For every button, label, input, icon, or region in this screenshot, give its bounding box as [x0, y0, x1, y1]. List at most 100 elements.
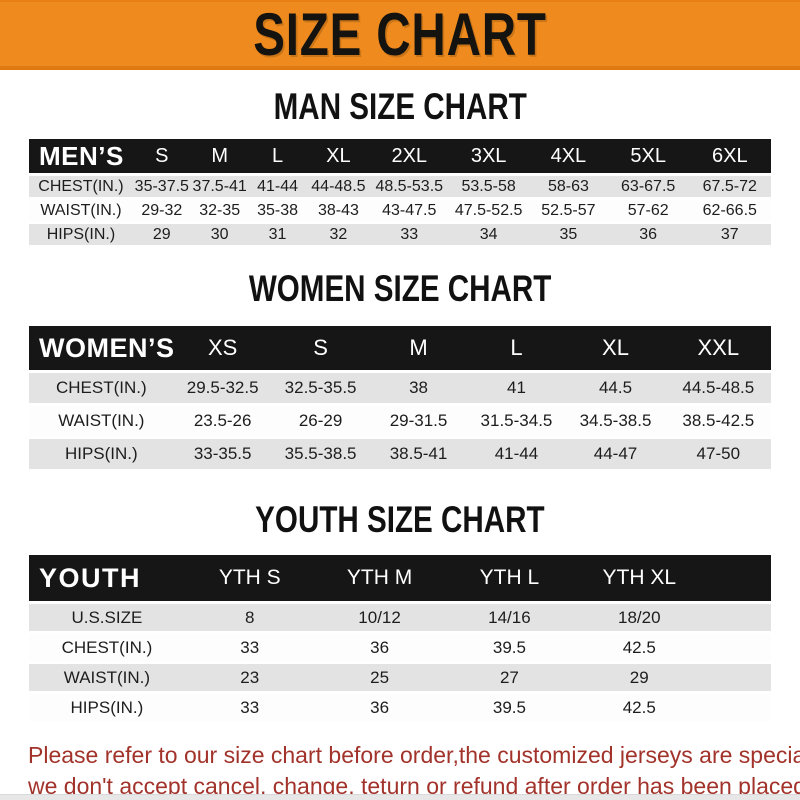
table-row: CHEST(IN.) 35-37.5 37.5-41 41-44 44-48.5 48.5…: [29, 176, 771, 197]
row-label: HIPS(IN.): [29, 224, 133, 245]
men-size-table: MEN’S S M L XL 2XL 3XL 4XL 5XL 6XL CHEST(IN.) 35-37…: [29, 136, 771, 248]
size-value: 44-47: [565, 439, 666, 469]
size-value: 47-50: [665, 439, 771, 469]
size-value: 29.5-32.5: [173, 373, 272, 403]
table-header-row: WOMEN’S XS S M L XL XXL: [29, 326, 771, 370]
size-value: 39.5: [444, 634, 575, 661]
size-value: 48.5-53.5: [370, 176, 449, 197]
size-column-header: YTH L: [444, 555, 575, 601]
size-value: 31: [248, 224, 307, 245]
size-value: 44.5-48.5: [665, 373, 771, 403]
size-column-header: S: [132, 139, 191, 173]
size-value: 18/20: [574, 604, 705, 631]
size-value: 38.5-41: [369, 439, 468, 469]
row-label: CHEST(IN.): [29, 373, 174, 403]
section-heading-youth-text: YOUTH SIZE CHART: [255, 499, 545, 540]
row-label: WAIST(IN.): [29, 200, 133, 221]
size-value: 41-44: [248, 176, 307, 197]
size-value: 34: [448, 224, 530, 245]
size-column-header: 4XL: [529, 139, 608, 173]
size-value: 53.5-58: [448, 176, 530, 197]
size-value: 57-62: [607, 200, 689, 221]
size-value: 41-44: [467, 439, 566, 469]
group-label-women: WOMEN’S: [29, 326, 174, 370]
row-filler-cell: [704, 634, 771, 661]
size-value: 33: [184, 634, 315, 661]
size-value: 63-67.5: [607, 176, 689, 197]
size-column-header: YTH XL: [574, 555, 705, 601]
size-value: 42.5: [574, 634, 705, 661]
row-filler-cell: [704, 604, 771, 631]
size-value: 33-35.5: [173, 439, 272, 469]
size-value: 14/16: [444, 604, 575, 631]
size-column-header: M: [369, 326, 468, 370]
size-value: 29: [132, 224, 191, 245]
group-label-men: MEN’S: [29, 139, 133, 173]
size-value: 52.5-57: [529, 200, 608, 221]
size-value: 39.5: [444, 694, 575, 721]
size-value: 36: [314, 634, 445, 661]
size-value: 47.5-52.5: [448, 200, 530, 221]
table-header-row: MEN’S S M L XL 2XL 3XL 4XL 5XL 6XL: [29, 139, 771, 173]
size-value: 26-29: [271, 406, 370, 436]
row-label: WAIST(IN.): [29, 406, 174, 436]
table-row: WAIST(IN.) 23.5-26 26-29 29-31.5 31.5-34.5 34…: [29, 406, 771, 436]
size-column-header: L: [248, 139, 307, 173]
size-column-header: YTH M: [314, 555, 445, 601]
size-value: 67.5-72: [688, 176, 771, 197]
youth-size-table: YOUTH YTH S YTH M YTH L YTH XL U.S.SIZE 8 10/12…: [29, 552, 771, 724]
row-label: WAIST(IN.): [29, 664, 185, 691]
size-value: 36: [314, 694, 445, 721]
size-column-header: XL: [565, 326, 666, 370]
size-value: 29-32: [132, 200, 191, 221]
size-column-header: XL: [306, 139, 371, 173]
size-value: 35.5-38.5: [271, 439, 370, 469]
table-row: HIPS(IN.) 33 36 39.5 42.5: [29, 694, 771, 721]
women-size-table: WOMEN’S XS S M L XL XXL CHEST(IN.) 29.5-32.5 32.5…: [29, 323, 771, 472]
size-column-header: L: [467, 326, 566, 370]
size-value: 36: [607, 224, 689, 245]
size-value: 35-37.5: [132, 176, 191, 197]
footer-notice: Please refer to our size chart before or…: [0, 740, 800, 800]
section-heading-women-text: WOMEN SIZE CHART: [248, 268, 552, 309]
size-column-header: YTH S: [184, 555, 315, 601]
size-value: 38.5-42.5: [665, 406, 771, 436]
size-value: 62-66.5: [688, 200, 771, 221]
row-label: CHEST(IN.): [29, 176, 133, 197]
size-value: 10/12: [314, 604, 445, 631]
size-value: 34.5-38.5: [565, 406, 666, 436]
row-label: HIPS(IN.): [29, 694, 185, 721]
size-column-header: 2XL: [370, 139, 449, 173]
table-row: WAIST(IN.) 29-32 32-35 35-38 38-43 43-47.5 47.…: [29, 200, 771, 221]
table-row: CHEST(IN.) 29.5-32.5 32.5-35.5 38 41 44.5 44.5…: [29, 373, 771, 403]
section-heading-men-text: MAN SIZE CHART: [273, 86, 527, 127]
header-filler-cell: [704, 555, 771, 601]
size-chart-banner: SIZE CHART: [0, 0, 800, 70]
size-value: 29: [574, 664, 705, 691]
section-heading-men: MAN SIZE CHART: [0, 86, 800, 128]
group-label-youth: YOUTH: [29, 555, 185, 601]
size-value: 32.5-35.5: [271, 373, 370, 403]
size-value: 41: [467, 373, 566, 403]
table-row: HIPS(IN.) 29 30 31 32 33 34 35 36 37: [29, 224, 771, 245]
row-filler-cell: [704, 694, 771, 721]
footer-notice-line1: Please refer to our size chart before or…: [28, 742, 800, 768]
size-column-header: 6XL: [688, 139, 771, 173]
size-column-header: XXL: [665, 326, 771, 370]
size-value: 38: [369, 373, 468, 403]
size-value: 25: [314, 664, 445, 691]
table-header-row: YOUTH YTH S YTH M YTH L YTH XL: [29, 555, 771, 601]
size-value: 23.5-26: [173, 406, 272, 436]
bottom-edge-strip: [0, 794, 800, 800]
section-heading-women: WOMEN SIZE CHART: [0, 268, 800, 310]
size-column-header: XS: [173, 326, 272, 370]
size-value: 58-63: [529, 176, 608, 197]
table-row: CHEST(IN.) 33 36 39.5 42.5: [29, 634, 771, 661]
size-value: 35-38: [248, 200, 307, 221]
size-value: 27: [444, 664, 575, 691]
size-value: 42.5: [574, 694, 705, 721]
size-value: 37.5-41: [190, 176, 249, 197]
size-column-header: S: [271, 326, 370, 370]
size-value: 8: [184, 604, 315, 631]
row-filler-cell: [704, 664, 771, 691]
